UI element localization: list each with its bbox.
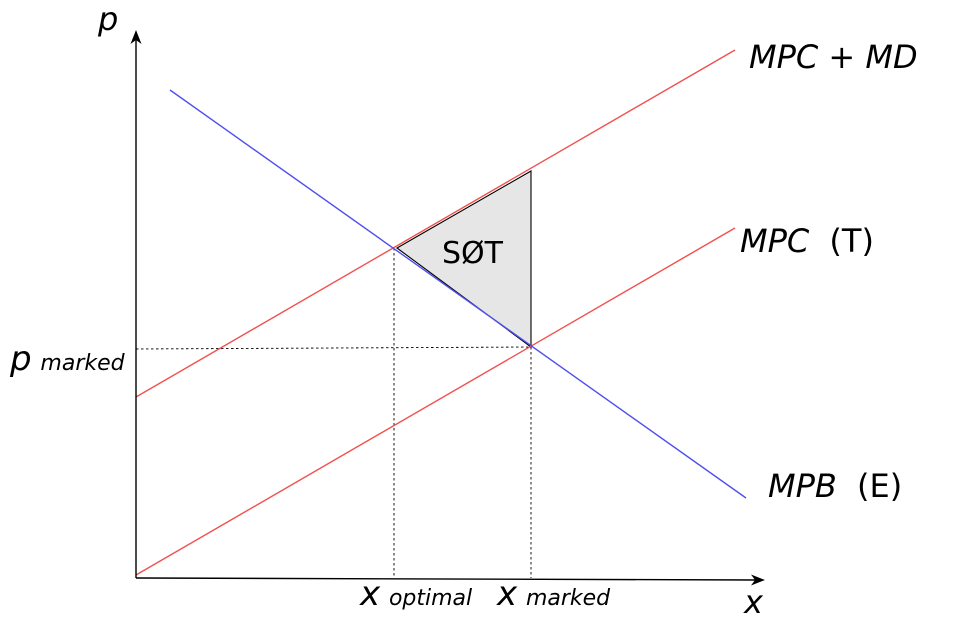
mpc-label: MPC (T) xyxy=(740,222,874,260)
x-optimal-label: x optimal xyxy=(359,574,472,614)
x-optimal-base: x xyxy=(359,574,381,614)
p-marked-base: p xyxy=(9,339,32,379)
deadweight-loss-label: SØT xyxy=(442,236,504,271)
p-marked-guide-line xyxy=(135,346,532,350)
mpb-label-suffix: (E) xyxy=(857,467,902,505)
mpb-label-main: MPB xyxy=(768,467,837,505)
mpc-md-label: MPC + MD xyxy=(749,38,918,76)
p-marked-sub: marked xyxy=(40,351,125,376)
mpb-curve xyxy=(169,89,747,499)
mpc-label-suffix: (T) xyxy=(829,222,874,260)
x-axis xyxy=(135,577,757,581)
mpc-label-main: MPC xyxy=(740,222,810,260)
y-axis-arrow xyxy=(130,30,142,44)
x-marked-sub: marked xyxy=(526,586,611,611)
mpc-md-curve xyxy=(135,49,736,398)
x-axis-label: x xyxy=(743,583,764,619)
mpb-label: MPB (E) xyxy=(768,467,902,505)
x-marked-label: x marked xyxy=(496,574,611,614)
p-marked-label: p marked xyxy=(9,339,126,379)
x-optimal-sub: optimal xyxy=(389,586,472,611)
y-axis-label: p xyxy=(97,0,118,38)
x-axis-arrow xyxy=(751,574,765,586)
x-marked-base: x xyxy=(496,574,518,614)
mpc-curve xyxy=(135,227,736,576)
